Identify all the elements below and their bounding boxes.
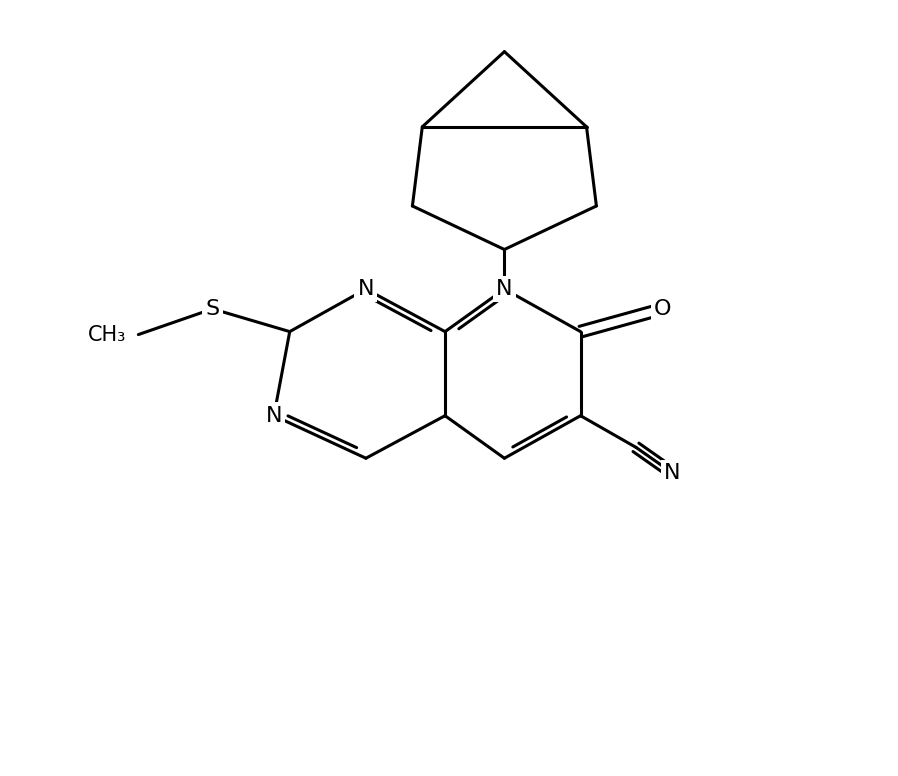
Text: N: N [266, 406, 282, 426]
Text: N: N [665, 463, 681, 483]
Text: N: N [357, 279, 374, 299]
Text: O: O [654, 299, 672, 319]
Text: CH₃: CH₃ [88, 324, 127, 345]
Text: N: N [497, 279, 513, 299]
Text: S: S [206, 299, 220, 319]
